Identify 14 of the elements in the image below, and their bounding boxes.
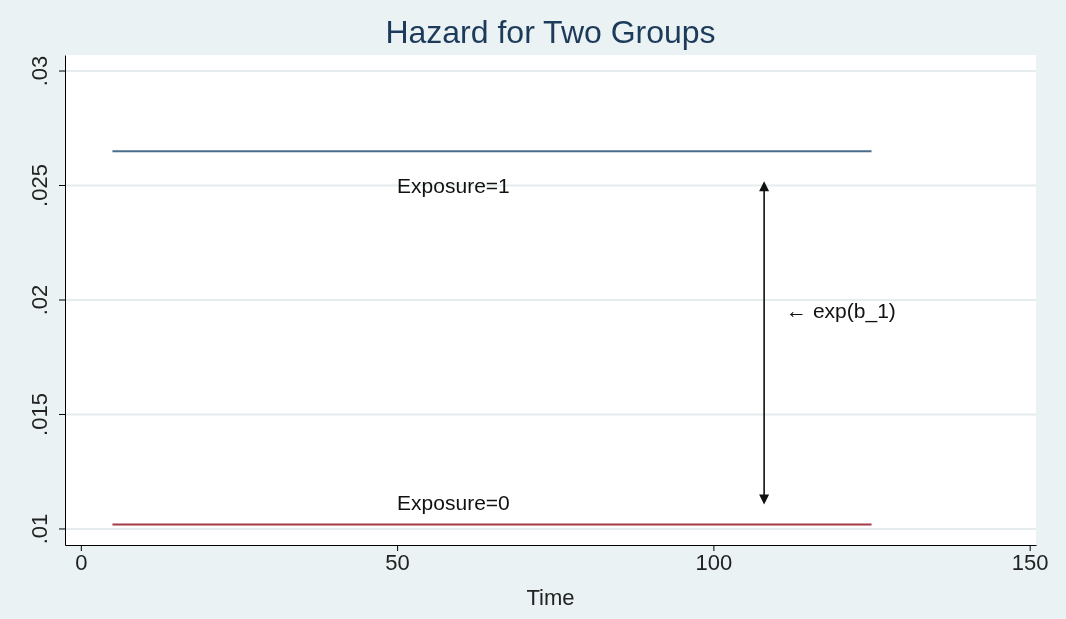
series-label: Exposure=1	[397, 174, 510, 198]
y-tick-label: .03	[26, 55, 52, 87]
x-tick-label: 50	[385, 549, 410, 575]
x-tick-label: 150	[1011, 549, 1049, 575]
series-label: Exposure=0	[397, 491, 510, 515]
y-tick-label: .02	[26, 284, 52, 316]
y-tick-label: .01	[26, 513, 52, 545]
annotation: ← exp(b_1)	[786, 299, 896, 324]
y-tick-label: .025	[26, 164, 52, 207]
x-tick-label: 0	[75, 549, 88, 575]
y-tick-label: .015	[26, 393, 52, 436]
x-axis-title: Time	[526, 585, 575, 610]
chart-title: Hazard for Two Groups	[385, 14, 716, 50]
x-tick-label: 100	[695, 549, 733, 575]
